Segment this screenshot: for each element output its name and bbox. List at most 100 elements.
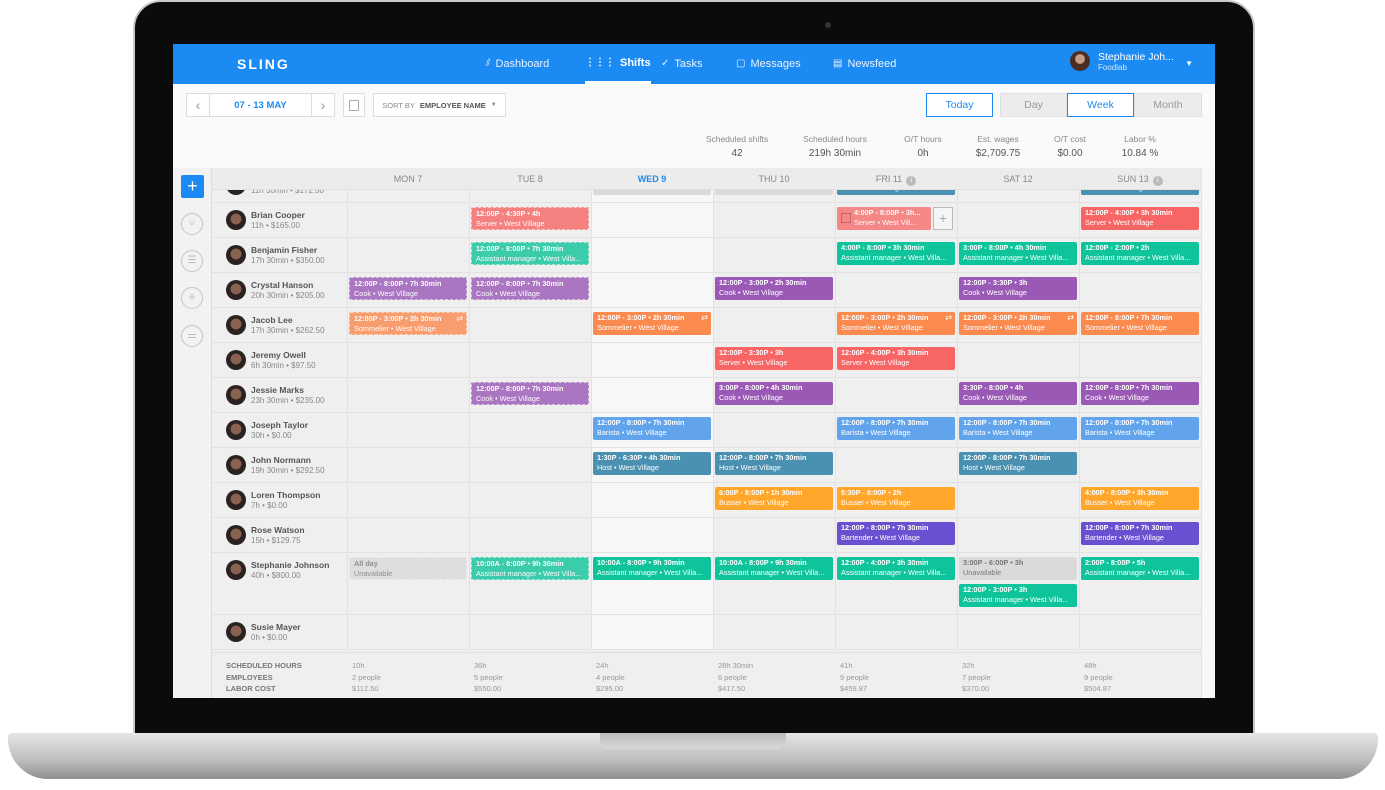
day-cell[interactable] [347, 273, 469, 307]
shift-block[interactable]: 12:00P - 3:00P • 3h Assistant manager • W… [959, 584, 1077, 607]
shift-block[interactable]: 12:00P - 8:00P • 7h 30min Sommelier • Wes… [1081, 312, 1199, 335]
day-cell[interactable] [469, 413, 591, 447]
chevron-down-icon[interactable]: ▼ [1185, 59, 1193, 68]
shift-block[interactable]: 12:00P - 8:00P • 7h 30min Barista • West … [837, 417, 955, 440]
shift-block[interactable]: 2:00P - 8:00P • 5h Assistant manager • We… [1081, 557, 1199, 580]
day-cell[interactable] [469, 343, 591, 377]
employee-info[interactable]: Joseph Taylor 30h • $0.00 [212, 413, 347, 447]
shift-block[interactable]: 4:00P - 8:00P • 3h 30min Busser • West Vi… [1081, 487, 1199, 510]
day-cell[interactable] [469, 518, 591, 552]
shift-block[interactable]: 12:00P - 8:00P • 7h 30min Barista • West … [593, 417, 711, 440]
view-week-button[interactable]: Week [1067, 93, 1134, 117]
day-cell[interactable] [591, 615, 713, 649]
day-cell[interactable] [1079, 483, 1201, 517]
shift-block[interactable]: 10:00A - 8:00P • 9h 30min Assistant manag… [471, 557, 589, 580]
shift-block[interactable]: 3:30P - 8:00P • 4h Cook • West Village [959, 382, 1077, 405]
day-cell[interactable] [347, 203, 469, 237]
nav-messages[interactable]: ▢ Messages [736, 44, 801, 84]
shift-block[interactable]: 3:00P - 8:00P • 4h 30min Cook • West Vill… [715, 382, 833, 405]
day-cell[interactable] [1079, 448, 1201, 482]
shift-block[interactable]: 10:00A - 8:00P • 9h 30min Assistant manag… [715, 557, 833, 580]
employee-info[interactable]: Loren Thompson 7h • $0.00 [212, 483, 347, 517]
day-cell[interactable] [591, 203, 713, 237]
day-cell[interactable] [469, 190, 591, 202]
day-cell[interactable] [1079, 190, 1201, 202]
day-cell[interactable] [713, 273, 835, 307]
day-cell[interactable] [713, 238, 835, 272]
day-cell[interactable] [713, 553, 835, 614]
day-cell[interactable] [835, 308, 957, 342]
day-cell[interactable] [347, 483, 469, 517]
day-cell[interactable] [469, 308, 591, 342]
day-cell[interactable] [835, 553, 957, 614]
day-cell[interactable] [347, 448, 469, 482]
day-cell[interactable] [713, 615, 835, 649]
day-cell[interactable] [713, 308, 835, 342]
location-icon[interactable]: ⌾ [181, 213, 203, 235]
shift-block[interactable]: 12:00P - 8:00P • 7h 30min Cook • West Vil… [471, 382, 589, 405]
day-cell[interactable] [347, 343, 469, 377]
day-cell[interactable] [835, 615, 957, 649]
day-cell[interactable] [713, 413, 835, 447]
day-cell[interactable] [347, 615, 469, 649]
day-cell[interactable] [713, 378, 835, 412]
day-cell[interactable] [957, 343, 1079, 377]
shift-block[interactable]: 1:30P - 6:30P • 4h 30min Host • West Vill… [593, 452, 711, 475]
day-cell[interactable] [469, 448, 591, 482]
view-day-button[interactable]: Day [1000, 93, 1067, 117]
day-cell[interactable] [469, 273, 591, 307]
day-header-3[interactable]: THU 10 [713, 174, 835, 184]
day-cell[interactable] [1079, 343, 1201, 377]
select-all-checkbox[interactable] [343, 93, 365, 117]
day-cell[interactable] [1079, 518, 1201, 552]
day-cell[interactable] [347, 238, 469, 272]
nav-dashboard[interactable]: ⫽ Dashboard [486, 44, 549, 84]
shift-block[interactable]: 12:00P - 8:00P • 7h 30min Cook • West Vil… [1081, 382, 1199, 405]
view-month-button[interactable]: Month [1134, 93, 1202, 117]
day-cell[interactable] [835, 483, 957, 517]
day-cell[interactable] [1079, 413, 1201, 447]
today-button[interactable]: Today [926, 93, 993, 117]
nav-shifts[interactable]: ⋮⋮⋮ Shifts [585, 44, 651, 84]
day-header-5[interactable]: SAT 12 [957, 174, 1079, 184]
filter-sliders-icon[interactable]: ⚌ [181, 325, 203, 347]
day-cell[interactable] [835, 413, 957, 447]
shift-block[interactable]: 12:00P - 8:00P • 7h 30min Cook • West Vil… [349, 277, 467, 300]
checkbox-icon[interactable] [841, 213, 851, 223]
shift-block[interactable]: 12:00P - 3:30P • 3h Cook • West Village [959, 277, 1077, 300]
day-cell[interactable] [591, 518, 713, 552]
day-cell[interactable] [347, 413, 469, 447]
day-header-0[interactable]: MON 7 [347, 174, 469, 184]
day-cell[interactable] [957, 308, 1079, 342]
add-shift-cell-button[interactable]: + [933, 207, 953, 230]
shift-block[interactable]: 12:00P - 3:00P • 2h 30min Sommelier • Wes… [959, 312, 1077, 335]
day-cell[interactable] [957, 273, 1079, 307]
shift-block[interactable]: 12:00P - 3:30P • 3h Server • West Village [715, 347, 833, 370]
day-header-2[interactable]: WED 9 [591, 174, 713, 184]
day-cell[interactable] [835, 203, 957, 237]
day-cell[interactable] [957, 413, 1079, 447]
day-cell[interactable] [713, 518, 835, 552]
day-cell[interactable] [713, 483, 835, 517]
employee-info[interactable]: Stephanie Johnson 40h • $800.00 [212, 553, 347, 614]
day-cell[interactable] [347, 378, 469, 412]
employee-info[interactable]: Crystal Hanson 20h 30min • $205.00 [212, 273, 347, 307]
shift-block[interactable]: 12:00P - 2:00P • 2h Assistant manager • W… [1081, 242, 1199, 265]
day-header-6[interactable]: SUN 13 i [1079, 174, 1201, 186]
day-cell[interactable] [1079, 203, 1201, 237]
shift-block[interactable]: 12:00P - 8:00P • 7h 30min Bartender • Wes… [837, 522, 955, 545]
day-cell[interactable] [591, 378, 713, 412]
day-cell[interactable] [835, 343, 957, 377]
day-cell[interactable] [1079, 378, 1201, 412]
day-cell[interactable] [713, 203, 835, 237]
day-cell[interactable] [957, 553, 1079, 614]
day-cell[interactable] [591, 343, 713, 377]
day-cell[interactable] [835, 448, 957, 482]
day-cell[interactable] [469, 378, 591, 412]
employee-info[interactable]: Brian Cooper 11h • $165.00 [212, 203, 347, 237]
day-cell[interactable] [591, 238, 713, 272]
day-cell[interactable] [469, 483, 591, 517]
